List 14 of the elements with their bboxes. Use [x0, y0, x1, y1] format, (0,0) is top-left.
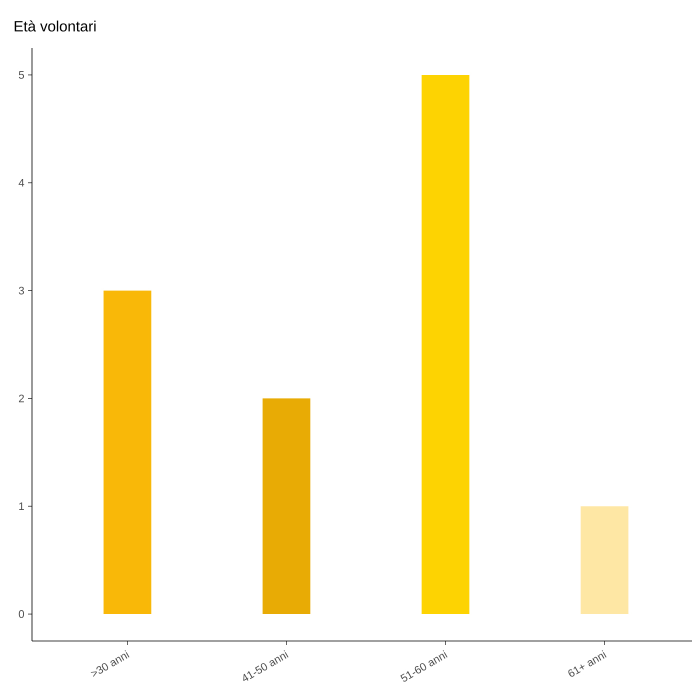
x-tick-label: 61+ anni [568, 650, 607, 677]
y-tick-label: 0 [18, 610, 24, 618]
x-tick-label: >30 anni [90, 650, 130, 677]
y-tick-label: 4 [18, 179, 24, 187]
bar [104, 290, 152, 614]
y-tick-label: 2 [18, 394, 24, 402]
bar [422, 74, 470, 614]
bar [262, 398, 310, 614]
bar [580, 506, 628, 614]
x-tick-label: 41-50 anni [243, 650, 288, 681]
chart-title: Età volontari [14, 20, 96, 32]
y-tick-label: 5 [18, 71, 24, 79]
y-tick-label: 1 [19, 502, 24, 510]
y-tick-label: 3 [18, 286, 24, 294]
